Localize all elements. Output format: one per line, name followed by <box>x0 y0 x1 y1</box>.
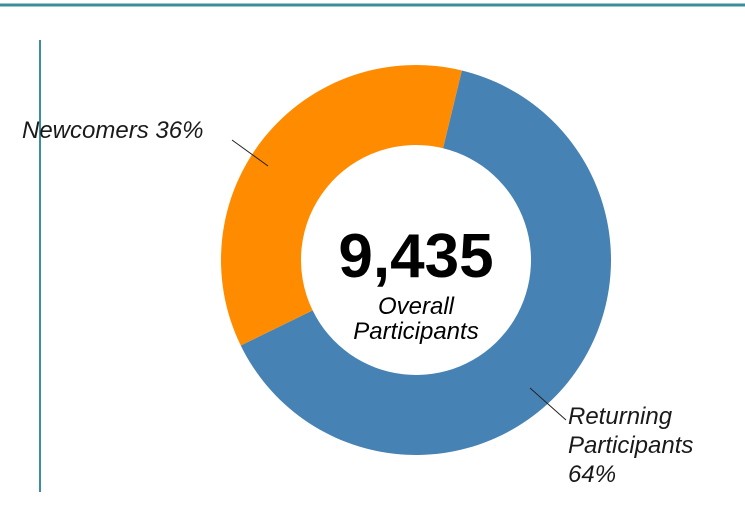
donut-slice <box>240 70 612 456</box>
leader-line <box>231 139 269 167</box>
slice-value: 36% <box>155 117 204 144</box>
slice-category: Returning Participants <box>568 403 694 459</box>
donut-slice <box>221 64 462 346</box>
leader-line <box>529 387 567 421</box>
total-caption: Overall Participants <box>353 293 479 345</box>
total-value: 9,435 <box>338 222 494 291</box>
slice-value: 64% <box>568 461 617 488</box>
slice-label: Returning Participants 64% <box>568 402 743 489</box>
slice-label: Newcomers 36% <box>22 116 203 145</box>
slice-category: Newcomers <box>22 117 149 144</box>
